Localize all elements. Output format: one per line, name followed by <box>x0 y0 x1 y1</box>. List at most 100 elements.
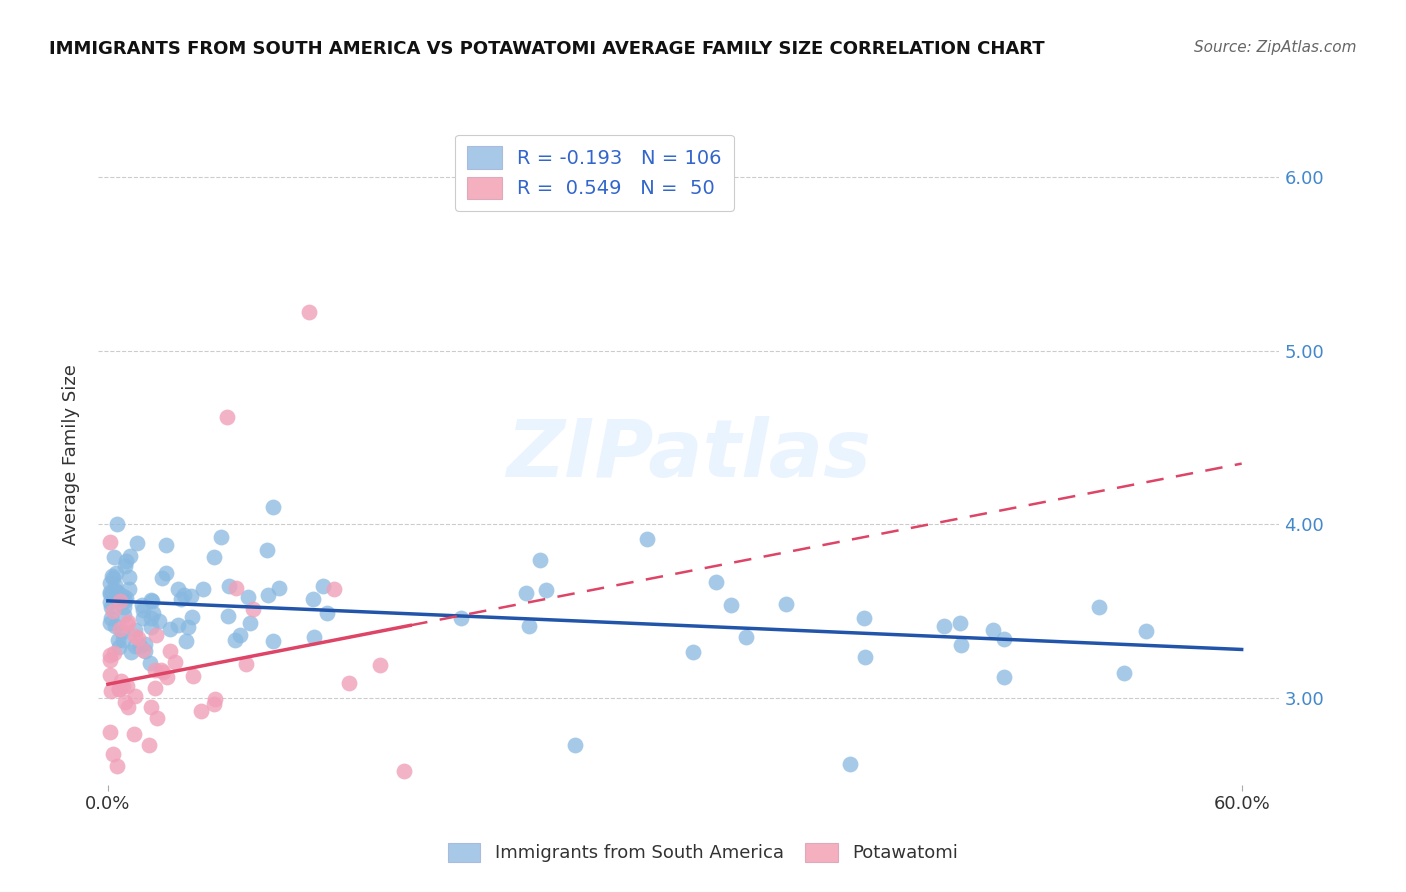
Point <box>98 667 121 681</box>
Point <box>105 759 128 773</box>
Point <box>100 586 122 600</box>
Point <box>104 619 127 633</box>
Point <box>174 633 197 648</box>
Point <box>993 632 1015 647</box>
Point <box>112 607 135 622</box>
Point <box>114 695 136 709</box>
Point <box>202 549 225 564</box>
Point <box>304 630 326 644</box>
Point <box>139 611 162 625</box>
Point <box>163 656 186 670</box>
Point <box>169 591 191 606</box>
Point <box>775 597 797 611</box>
Point <box>322 582 344 596</box>
Point <box>114 594 136 608</box>
Point <box>117 699 139 714</box>
Point <box>118 549 141 563</box>
Point <box>98 648 121 662</box>
Point <box>981 624 1004 638</box>
Point <box>101 570 124 584</box>
Point <box>993 670 1015 684</box>
Point <box>120 645 142 659</box>
Point <box>125 536 148 550</box>
Point <box>301 591 323 606</box>
Point <box>112 679 135 693</box>
Point <box>190 704 212 718</box>
Point <box>450 611 472 625</box>
Point <box>98 535 121 549</box>
Point <box>131 598 153 612</box>
Point <box>148 614 170 628</box>
Point <box>108 622 131 636</box>
Point <box>183 669 205 683</box>
Point <box>134 637 156 651</box>
Point <box>107 632 129 647</box>
Point <box>720 599 742 613</box>
Point <box>217 609 239 624</box>
Point <box>139 656 162 670</box>
Point <box>173 588 195 602</box>
Point <box>124 624 146 638</box>
Point <box>107 681 129 696</box>
Point <box>139 620 162 634</box>
Point <box>111 625 134 640</box>
Point <box>150 571 173 585</box>
Point <box>529 553 551 567</box>
Point <box>225 581 247 595</box>
Point <box>515 586 537 600</box>
Point <box>139 700 162 714</box>
Point <box>98 653 121 667</box>
Point <box>536 582 558 597</box>
Point <box>141 592 163 607</box>
Point <box>107 586 129 600</box>
Point <box>107 587 129 601</box>
Point <box>129 639 152 653</box>
Point <box>100 684 122 698</box>
Point <box>115 617 138 632</box>
Point <box>131 611 153 625</box>
Point <box>152 665 174 679</box>
Point <box>932 619 955 633</box>
Point <box>312 578 335 592</box>
Point <box>191 582 214 596</box>
Point <box>146 711 169 725</box>
Point <box>108 640 131 654</box>
Point <box>103 604 125 618</box>
Point <box>262 634 284 648</box>
Text: Source: ZipAtlas.com: Source: ZipAtlas.com <box>1194 40 1357 55</box>
Point <box>1088 600 1111 615</box>
Point <box>103 646 125 660</box>
Point <box>141 594 163 608</box>
Legend: Immigrants from South America, Potawatomi: Immigrants from South America, Potawatom… <box>440 836 966 870</box>
Point <box>215 409 238 424</box>
Point <box>107 592 129 607</box>
Point <box>949 615 972 630</box>
Point <box>181 609 204 624</box>
Point <box>101 568 124 582</box>
Point <box>852 611 875 625</box>
Point <box>124 639 146 653</box>
Point <box>143 681 166 696</box>
Point <box>949 638 972 652</box>
Point <box>180 590 202 604</box>
Point <box>262 500 284 514</box>
Point <box>298 305 321 319</box>
Point <box>257 588 280 602</box>
Point <box>100 599 122 614</box>
Point <box>124 629 146 643</box>
Point <box>204 697 226 711</box>
Point <box>138 738 160 752</box>
Point <box>104 566 127 580</box>
Text: IMMIGRANTS FROM SOUTH AMERICA VS POTAWATOMI AVERAGE FAMILY SIZE CORRELATION CHAR: IMMIGRANTS FROM SOUTH AMERICA VS POTAWAT… <box>49 40 1045 58</box>
Point <box>224 632 246 647</box>
Point <box>155 538 177 552</box>
Point <box>111 589 134 603</box>
Point <box>156 670 179 684</box>
Point <box>105 517 128 532</box>
Legend: R = -0.193   N = 106, R =  0.549   N =  50: R = -0.193 N = 106, R = 0.549 N = 50 <box>456 135 734 211</box>
Point <box>98 615 121 630</box>
Point <box>853 650 876 665</box>
Point <box>636 532 658 546</box>
Point <box>839 757 862 772</box>
Point <box>204 692 226 706</box>
